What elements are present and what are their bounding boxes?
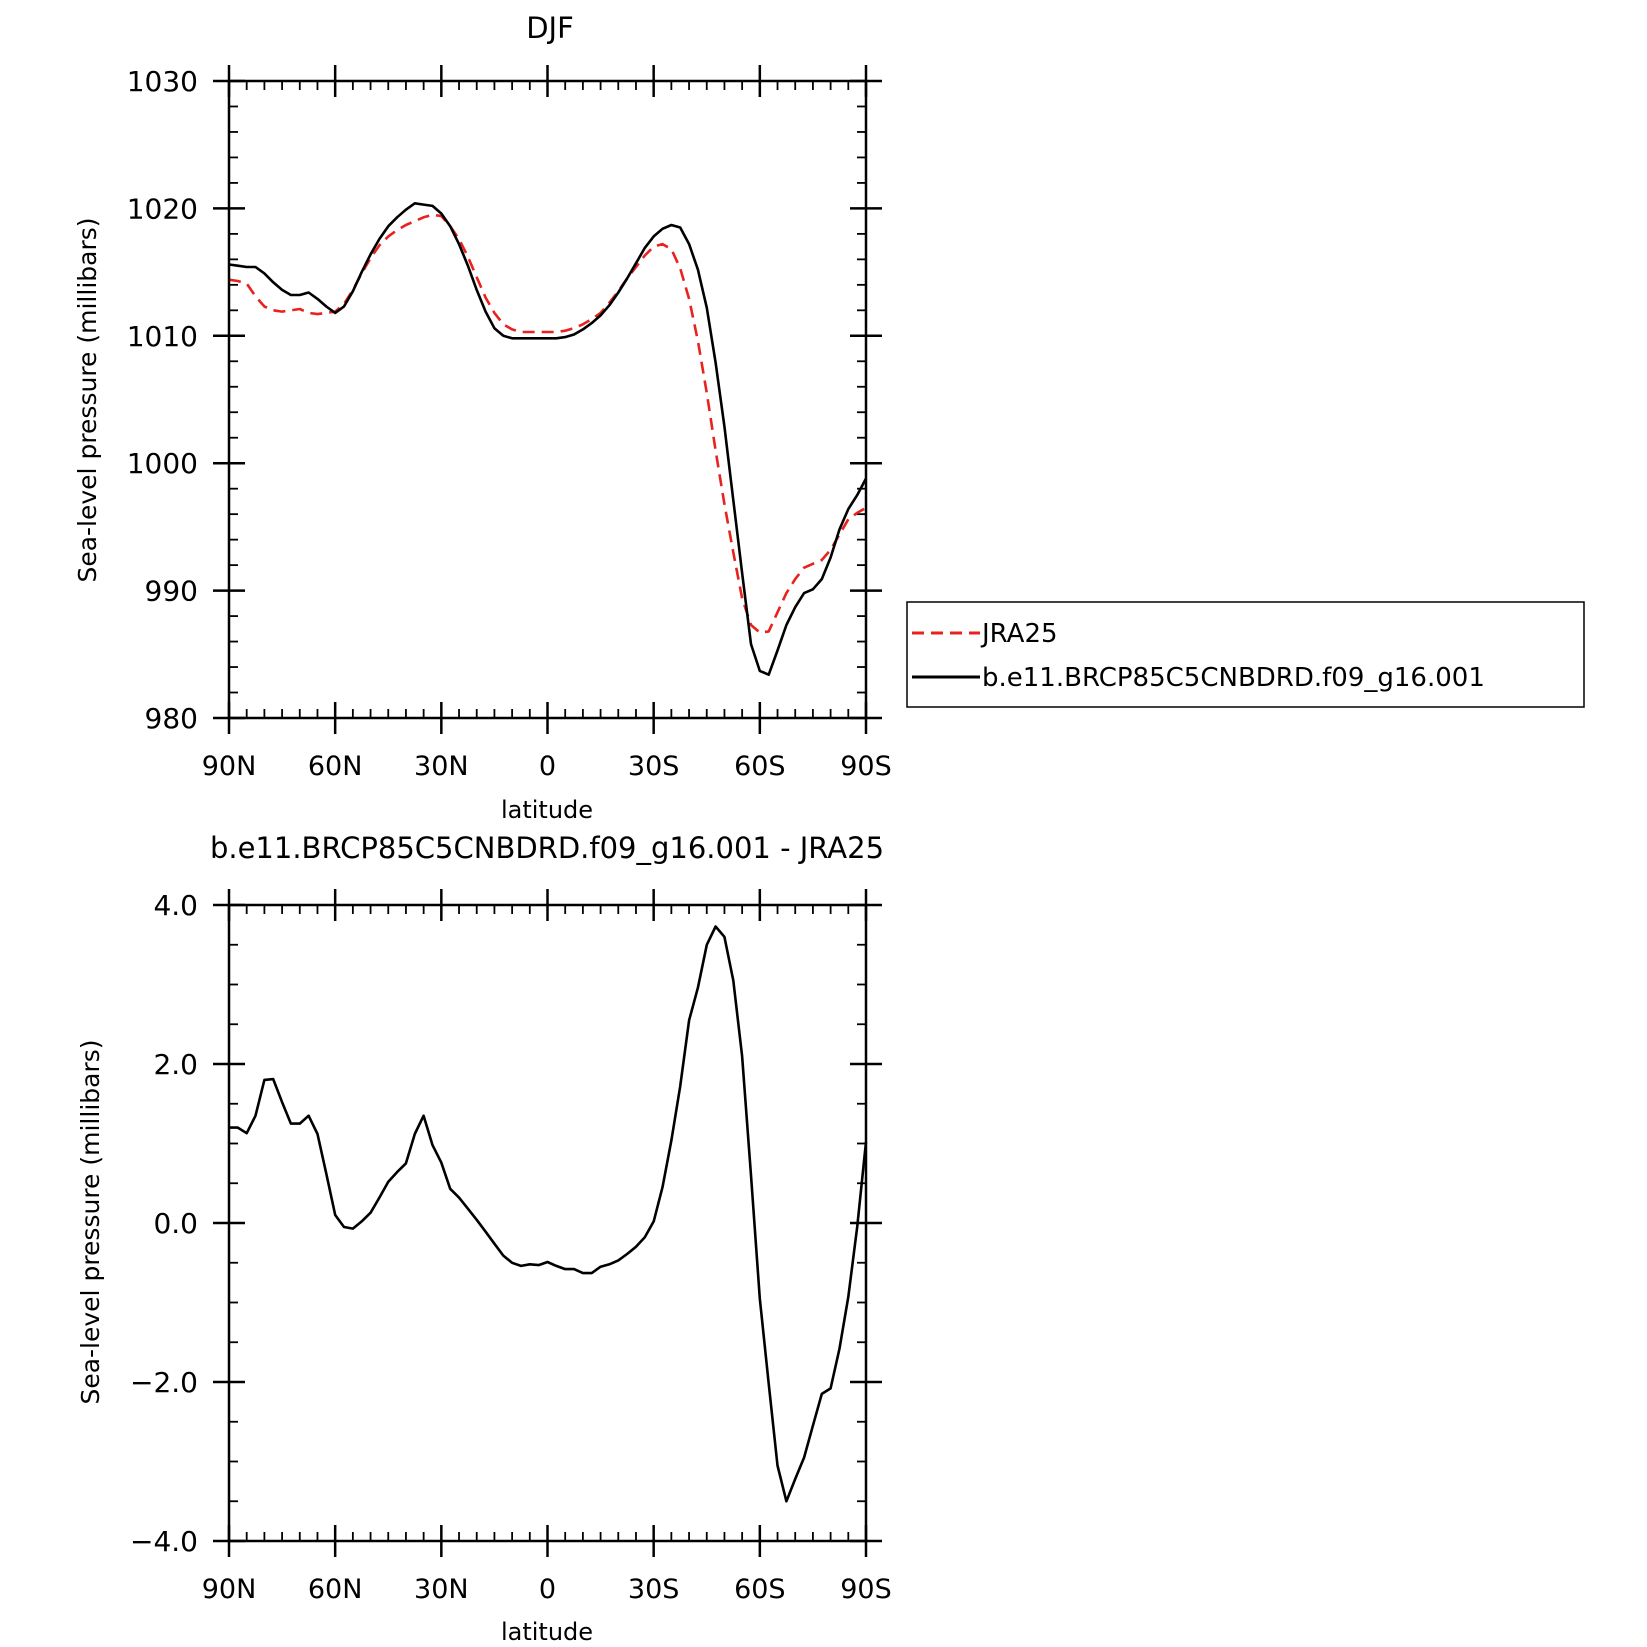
series-line-b-e11-brcp85c5cnbdrd-f09-g16-001 <box>228 202 868 677</box>
x-tick-label: 0 <box>539 1574 556 1605</box>
series-line-jra25 <box>228 213 867 634</box>
legend-label-jra25: JRA25 <box>980 619 1058 649</box>
x-axis-label: latitude <box>501 796 593 824</box>
x-tick-label: 90S <box>840 1574 892 1605</box>
legend-box <box>906 601 1585 708</box>
chart-title: DJF <box>526 11 574 45</box>
series-line-difference <box>229 925 868 1503</box>
y-axis-label: Sea-level pressure (millibars) <box>73 217 102 582</box>
x-axis-label: latitude <box>501 1618 593 1646</box>
minor-ticks <box>229 905 866 1541</box>
x-tick-label: 0 <box>539 751 556 782</box>
x-tick-labels: 90N 60N 30N 0 30S 60S 90S <box>202 1574 892 1605</box>
plot-lines <box>228 202 868 677</box>
y-tick-labels: 980 990 1000 1010 1020 1030 <box>127 65 198 735</box>
x-tick-labels: 90N 60N 30N 0 30S 60S 90S <box>202 751 892 782</box>
plot-lines <box>229 925 868 1503</box>
minor-ticks <box>229 81 866 718</box>
major-ticks <box>213 889 882 1557</box>
y-tick-label: −2.0 <box>130 1366 198 1399</box>
y-tick-label: 1000 <box>127 447 198 480</box>
y-tick-label: 980 <box>145 702 198 735</box>
y-tick-label: 4.0 <box>153 889 198 922</box>
x-tick-label: 30N <box>414 1574 469 1605</box>
plot-frame <box>227 79 868 720</box>
y-tick-label: 990 <box>145 575 198 608</box>
x-tick-label: 30S <box>628 751 680 782</box>
x-tick-label: 60N <box>308 1574 363 1605</box>
y-tick-label: 1030 <box>127 65 198 98</box>
chart-title: b.e11.BRCP85C5CNBDRD.f09_g16.001 - JRA25 <box>210 831 884 865</box>
x-tick-label: 30N <box>414 751 469 782</box>
y-tick-label: 2.0 <box>153 1048 198 1081</box>
panel-difference: b.e11.BRCP85C5CNBDRD.f09_g16.001 - JRA25… <box>76 831 892 1646</box>
x-tick-label: 30S <box>628 1574 680 1605</box>
panel-mean-slp: DJF 980 990 1000 1010 1020 1030 90N 60N 30N 0 30S… <box>73 11 1585 824</box>
x-tick-label: 90N <box>202 1574 257 1605</box>
x-tick-label: 60S <box>734 1574 786 1605</box>
y-tick-label: −4.0 <box>130 1525 198 1558</box>
major-ticks <box>213 65 882 734</box>
legend: JRA25 b.e11.BRCP85C5CNBDRD.f09_g16.001 <box>906 601 1585 708</box>
legend-label-model: b.e11.BRCP85C5CNBDRD.f09_g16.001 <box>982 663 1485 693</box>
x-tick-label: 90N <box>202 751 257 782</box>
y-tick-labels: −4.0 −2.0 0.0 2.0 4.0 <box>130 889 198 1558</box>
plot-frame <box>227 903 868 1543</box>
y-tick-label: 1020 <box>127 192 198 225</box>
x-tick-label: 90S <box>840 751 892 782</box>
x-tick-label: 60S <box>734 751 786 782</box>
y-tick-label: 1010 <box>127 320 198 353</box>
x-tick-label: 60N <box>308 751 363 782</box>
y-axis-label: Sea-level pressure (millibars) <box>76 1039 105 1404</box>
y-tick-label: 0.0 <box>153 1207 198 1240</box>
